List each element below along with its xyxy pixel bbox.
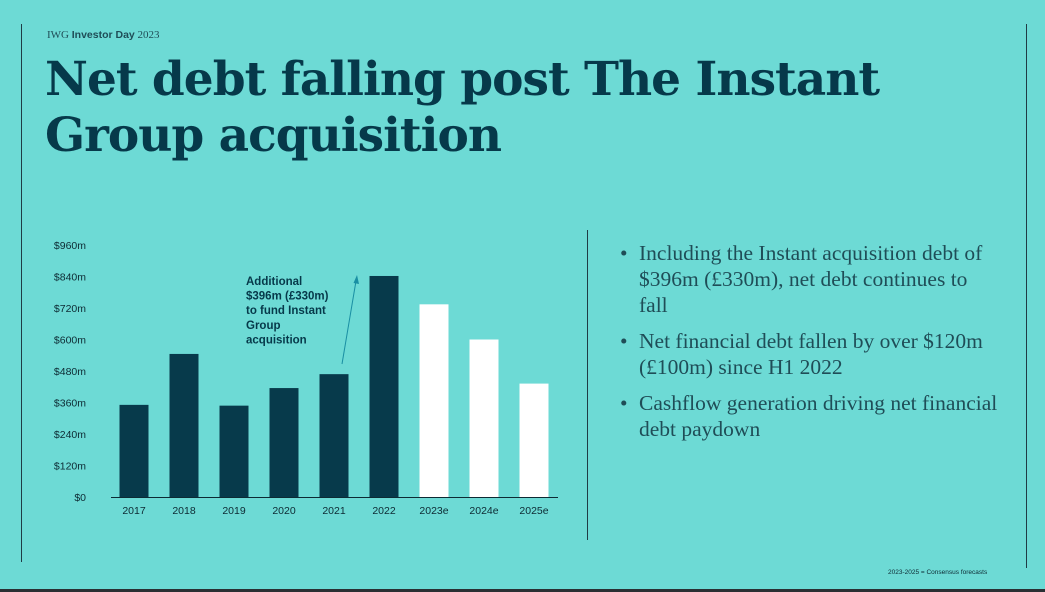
annotation-text: Additional $396m (£330m) to fund Instant Gr… (246, 276, 329, 346)
annotation-arrow-line (341, 280, 357, 365)
x-tick-label: 2017 (122, 505, 146, 517)
bar-2022 (369, 275, 399, 497)
chart-divider-line (587, 230, 588, 540)
y-tick-label: $480m (54, 366, 86, 378)
bar-2021 (319, 374, 349, 497)
x-tick-label: 2018 (172, 505, 196, 517)
y-axis: $0 $120m $240m $360m $480m $600m $720m $840m $96… (54, 240, 86, 504)
bar-2024e (469, 339, 499, 497)
bar-2025e (519, 383, 549, 497)
bar-2019 (219, 405, 249, 497)
annotation-arrowhead (353, 275, 359, 284)
year-label: 2023 (137, 29, 160, 41)
left-border-line (21, 24, 22, 562)
bullet-list: Including the Instant acquisition debt o… (620, 240, 1000, 452)
bullet-item: Including the Instant acquisition debt o… (620, 240, 1000, 318)
header-tag: IWG Investor Day 2023 (47, 29, 160, 41)
bottom-edge-bar (0, 589, 1045, 592)
y-tick-label: $360m (54, 398, 86, 410)
footnote: 2023-2025 = Consensus forecasts (888, 569, 988, 576)
y-tick-label: $240m (54, 429, 86, 441)
bar-2023e (419, 304, 449, 497)
y-tick-label: $120m (54, 461, 86, 473)
right-border-line (1026, 24, 1027, 568)
y-tick-label: $0 (74, 492, 86, 504)
y-tick-label: $720m (54, 303, 86, 315)
x-tick-label: 2024e (469, 505, 498, 517)
x-tick-label: 2023e (419, 505, 448, 517)
y-tick-label: $840m (54, 272, 86, 284)
y-tick-label: $600m (54, 335, 86, 347)
bar-2020 (269, 388, 299, 497)
bullet-item: Net financial debt fallen by over $120m … (620, 328, 1000, 380)
y-tick-label: $960m (54, 240, 86, 252)
bar-2017 (119, 404, 149, 497)
page-title: Net debt falling post The Instant Group … (45, 52, 880, 163)
x-tick-label: 2021 (322, 505, 346, 517)
annotation-group: Additional $396m (£330m) to fund Instant Gr… (246, 275, 359, 365)
x-tick-label: 2025e (519, 505, 548, 517)
net-debt-bar-chart: $0 $120m $240m $360m $480m $600m $720m $840m $96… (54, 240, 558, 517)
brand-label: IWG (47, 29, 69, 41)
event-label: Investor Day (71, 29, 135, 41)
x-axis: 2017 2018 2019 2020 2021 2022 2023e 2024e 2025e (111, 497, 558, 517)
bullet-item: Cashflow generation driving net financia… (620, 390, 1000, 442)
x-tick-label: 2019 (222, 505, 246, 517)
x-tick-label: 2022 (372, 505, 396, 517)
bars-group (119, 275, 549, 497)
bar-2018 (169, 353, 199, 497)
x-tick-label: 2020 (272, 505, 296, 517)
